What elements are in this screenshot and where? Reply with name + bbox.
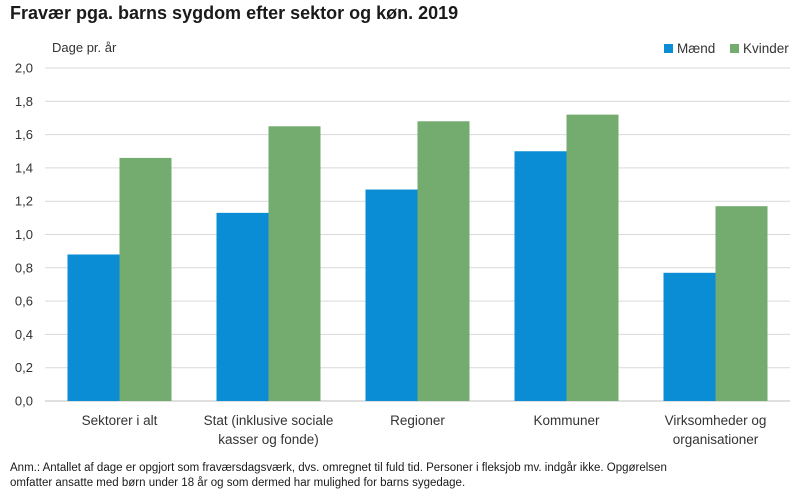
y-tick-label: 0,6 xyxy=(15,294,33,309)
bar-kvinder xyxy=(566,114,619,402)
bars xyxy=(67,114,768,402)
y-axis-label: Dage pr. år xyxy=(52,40,117,55)
bar-maend xyxy=(216,212,269,401)
category-labels: Sektorer i alt Stat (inklusive sociale kas… xyxy=(82,413,767,447)
bar-maend xyxy=(365,189,418,401)
y-tick-label: 0,8 xyxy=(15,260,33,275)
bar-kvinder xyxy=(417,121,470,401)
category-label: Regioner xyxy=(390,413,445,428)
category-label: Virksomheder og xyxy=(665,413,767,428)
y-axis-ticks: 0,0 0,2 0,4 0,6 0,8 1,0 1,2 1,4 1,6 1,8 2,0 xyxy=(15,61,33,409)
bar-maend xyxy=(67,254,120,401)
bar-kvinder xyxy=(268,126,321,402)
legend-swatch-kvinder xyxy=(730,44,739,53)
y-tick-label: 1,8 xyxy=(15,94,33,109)
note-line-2: omfatter ansatte med børn under 18 år og… xyxy=(10,477,466,489)
y-tick-label: 0,4 xyxy=(15,327,33,342)
category-label: Sektorer i alt xyxy=(82,413,158,428)
bar-kvinder xyxy=(715,206,768,401)
y-tick-label: 0,2 xyxy=(15,360,33,375)
category-label: Stat (inklusive sociale xyxy=(204,413,334,428)
legend-swatch-maend xyxy=(664,44,673,53)
note-line-1: Anm.: Antallet af dage er opgjort som fr… xyxy=(10,462,667,474)
legend-label-kvinder: Kvinder xyxy=(743,41,789,56)
chart-note: Anm.: Antallet af dage er opgjort som fr… xyxy=(10,461,795,491)
category-label: kasser og fonde) xyxy=(218,432,319,447)
y-tick-label: 1,0 xyxy=(15,227,33,242)
category-label: organisationer xyxy=(673,432,759,447)
category-label: Kommuner xyxy=(533,413,600,428)
bar-chart: 0,0 0,2 0,4 0,6 0,8 1,0 1,2 1,4 1,6 1,8 2,0 Dage p… xyxy=(15,40,790,447)
y-tick-label: 1,4 xyxy=(15,160,33,175)
legend: Mænd Kvinder xyxy=(664,41,789,56)
bar-maend xyxy=(663,272,716,401)
bar-kvinder xyxy=(119,157,172,401)
bar-maend xyxy=(514,151,567,401)
legend-label-maend: Mænd xyxy=(677,41,715,56)
chart-title: Fravær pga. barns sygdom efter sektor og… xyxy=(10,3,459,23)
y-tick-label: 2,0 xyxy=(15,61,33,76)
y-tick-label: 1,2 xyxy=(15,194,33,209)
y-tick-label: 0,0 xyxy=(15,394,33,409)
y-tick-label: 1,6 xyxy=(15,127,33,142)
